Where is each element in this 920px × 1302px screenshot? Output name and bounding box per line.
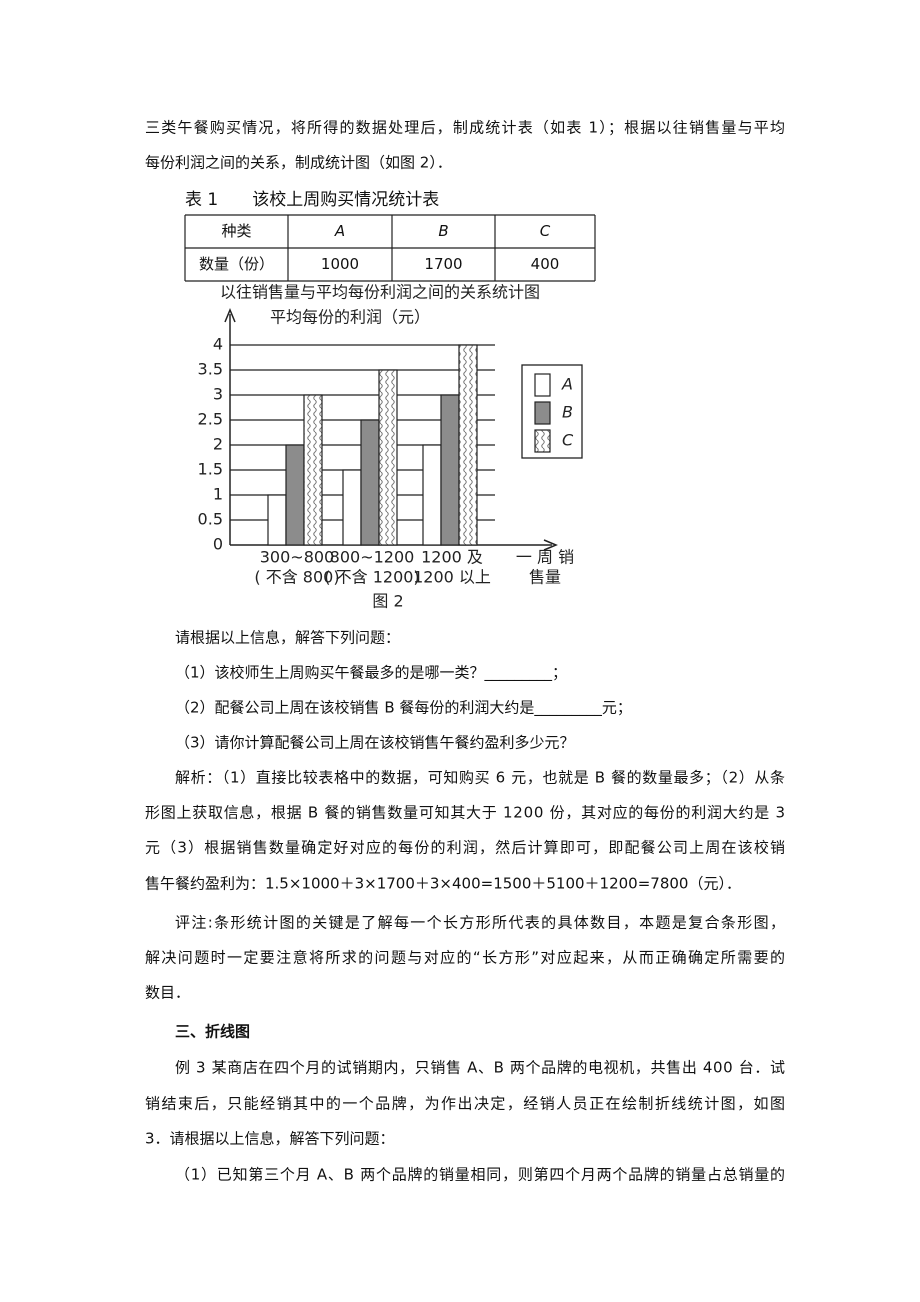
legend-swatch [534,401,551,425]
axis-title: 一 周 销 [516,548,574,567]
y-tick-label: 2 [213,435,223,454]
text-line: 解析：（1）直接比较表格中的数据，可知购买 6 元，也就是 B 餐的数量最多；（… [175,769,785,787]
bar [285,444,305,546]
text-line: 三类午餐购买情况，将所得的数据处理后，制成统计表（如表 1）；根据以往销售量与平… [145,119,785,137]
y-tick-label: 2.5 [198,410,223,429]
text-line: 例 3 某商店在四个月的试销期内，只销售 A、B 两个品牌的电视机，共售出 40… [175,1059,785,1077]
bar [360,419,380,546]
y-tick-label: 3 [213,385,223,404]
figure-caption: 图 2 [372,592,403,611]
table-cell: A [334,222,345,240]
text-line: 数目． [145,984,190,1002]
text-line: （1）该校师生上周购买午餐最多的是哪一类？_________； [175,664,567,683]
x-tick-label: 1200 及 [421,548,483,567]
table-caption: 表 1 该校上周购买情况统计表 [185,190,439,210]
y-axis-arrow [224,308,236,323]
table-cell: 数量（份） [199,255,274,273]
text-line: （1）已知第三个月 A、B 两个品牌的销量相同，则第四个月两个品牌的销量占总销量… [175,1166,785,1184]
bar [267,494,287,546]
text-line: 售午餐约盈利为：1.5×1000＋3×1700＋3×400=1500＋5100＋… [145,875,741,893]
chart-title: 以往销售量与平均每份利润之间的关系统计图 [220,283,540,302]
x-axis-arrow [543,539,558,551]
legend-label: A [561,375,573,394]
text-line: 形图上获取信息，根据 B 餐的销售数量可知其大于 1200 份，其对应的每份的利… [145,804,785,822]
y-tick-label: 0 [213,535,223,554]
text-line: 元（3）根据销售数量确定好对应的每份的利润，然后计算即可，即配餐公司上周在该校销 [145,839,785,857]
table-cell: C [540,222,551,240]
y-tick-label: 1 [213,485,223,504]
x-tick-label: 1200 以上 [413,568,491,587]
legend-label: B [562,403,573,422]
text-line: （2）配餐公司上周在该校销售 B 餐每份的利润大约是_________元； [175,699,632,718]
text-line: 3．请根据以上信息，解答下列问题： [145,1130,395,1148]
bar [303,394,323,546]
bar [378,369,398,546]
axis-title: 售量 [529,568,561,587]
legend-label: C [562,431,574,450]
axis-title: 平均每份的利润（元） [270,308,430,327]
legend-swatch [534,429,551,453]
bar [342,469,362,546]
text-line: （3）请你计算配餐公司上周在该校销售午餐约盈利多少元？ [175,734,575,752]
y-tick-label: 1.5 [198,460,223,479]
legend-box [521,364,583,459]
x-tick-label: 800~1200 [330,548,415,567]
bar [422,444,442,546]
bar [440,394,460,546]
text-line: 请根据以上信息，解答下列问题： [175,629,400,647]
bar [458,344,478,546]
y-tick-label: 4 [213,335,223,354]
text-line: 销结束后，只能经销其中的一个品牌，为作出决定，经销人员正在绘制折线统计图，如图 [145,1095,785,1113]
text-line: 解决问题时一定要注意将所求的问题与对应的“长方形”对应起来，从而正确确定所需要的 [145,949,785,967]
table-cell: 种类 [221,222,251,240]
text-line: 评注:条形统计图的关键是了解每一个长方形所代表的具体数目，本题是复合条形图， [175,914,785,932]
table-cell: 1000 [321,255,359,273]
table-cell: 400 [531,255,560,273]
x-tick-label: 300~800 [260,548,334,567]
text-line: 三、折线图 [175,1023,250,1041]
table-cell: B [438,222,448,240]
text-line: 每份利润之间的关系，制成统计图（如图 2）． [145,154,452,172]
x-tick-label: ( 不含 800) [254,568,339,587]
table-cell: 1700 [424,255,462,273]
legend-swatch [534,373,551,397]
y-tick-label: 0.5 [198,510,223,529]
x-tick-label: ( 不含 1200) [324,568,419,587]
y-tick-label: 3.5 [198,360,223,379]
